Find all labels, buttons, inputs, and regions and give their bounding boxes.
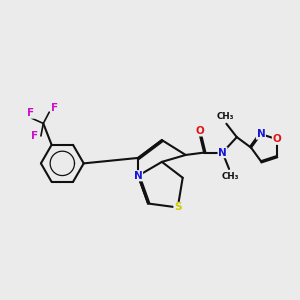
Text: F: F [51, 103, 58, 113]
Text: F: F [27, 108, 34, 118]
Text: N: N [134, 171, 142, 181]
Text: F: F [31, 131, 38, 141]
Text: N: N [218, 148, 227, 158]
Text: N: N [256, 129, 265, 139]
Text: CH₃: CH₃ [222, 172, 239, 182]
Text: CH₃: CH₃ [216, 112, 234, 121]
Text: O: O [272, 134, 281, 144]
Text: S: S [174, 202, 182, 212]
Text: O: O [196, 126, 204, 136]
